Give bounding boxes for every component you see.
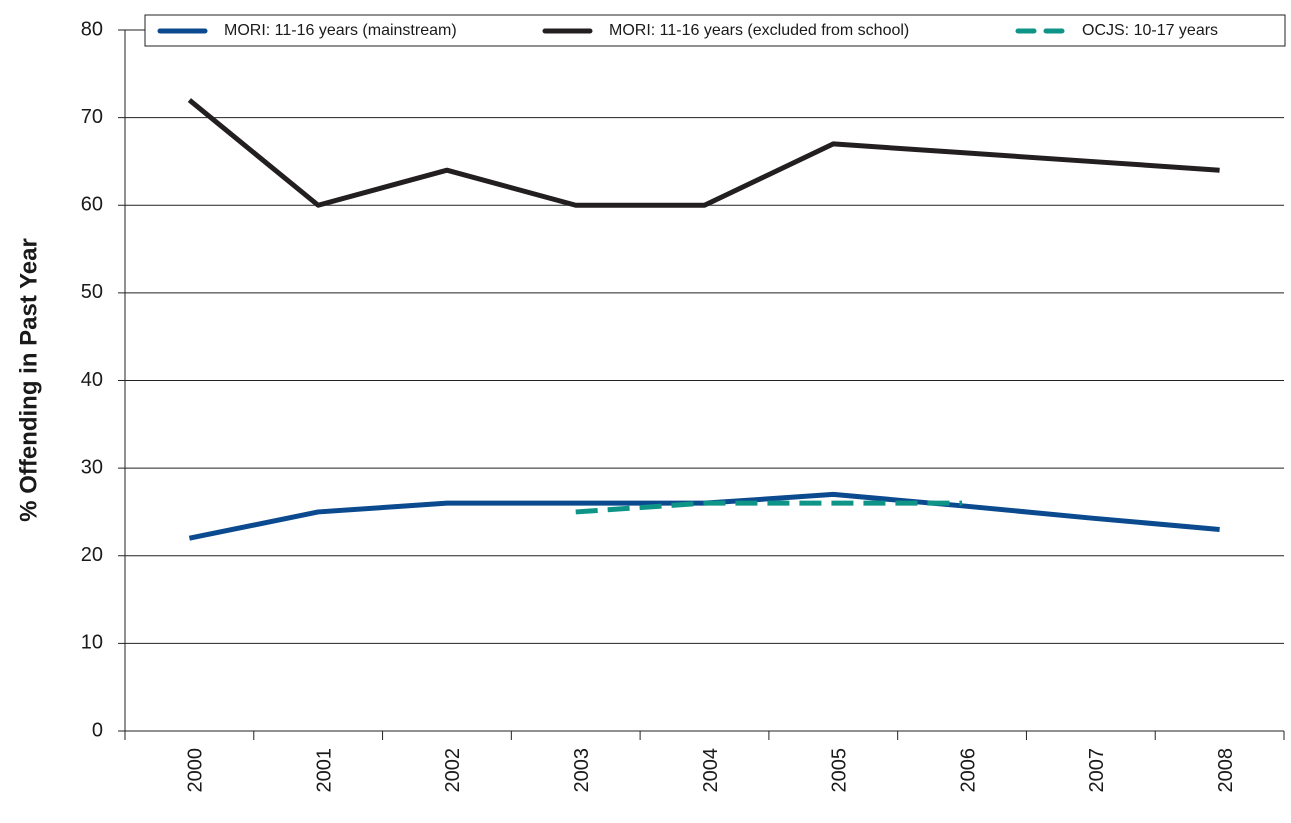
x-tick-label: 2000 (185, 748, 207, 793)
y-tick-label: 20 (81, 544, 103, 566)
legend-label: MORI: 11-16 years (mainstream) (224, 22, 457, 39)
y-axis-label: % Offending in Past Year (15, 238, 42, 522)
series-line (575, 500, 963, 515)
y-tick-label: 30 (81, 456, 103, 478)
y-tick-label: 10 (81, 632, 103, 654)
legend-label: OCJS: 10-17 years (1082, 22, 1218, 39)
x-tick-label: 2001 (313, 748, 335, 793)
x-tick-label: 2006 (957, 748, 979, 793)
x-tick-label: 2008 (1215, 748, 1237, 793)
y-tick-label: 60 (81, 194, 103, 216)
x-tick-label: 2005 (829, 748, 851, 793)
series-line (187, 98, 1220, 208)
x-tick-label: 2003 (571, 748, 593, 793)
legend-label: MORI: 11-16 years (excluded from school) (609, 22, 909, 39)
y-tick-label: 50 (81, 281, 103, 303)
y-tick-label: 0 (92, 719, 103, 741)
y-tick-label: 70 (81, 106, 103, 128)
x-tick-label: 2007 (1086, 748, 1108, 793)
y-tick-label: 80 (81, 18, 103, 40)
x-tick-label: 2004 (700, 748, 722, 793)
y-tick-label: 40 (81, 369, 103, 391)
legend-box (144, 14, 1286, 47)
x-tick-label: 2002 (442, 748, 464, 793)
